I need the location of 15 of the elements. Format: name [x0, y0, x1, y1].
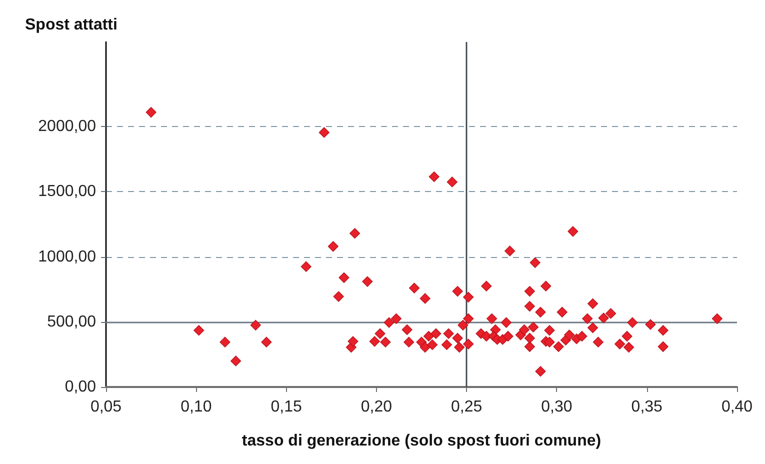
y-tick-label: 500,00 — [47, 313, 96, 330]
x-tick-label: 0,30 — [541, 398, 572, 416]
y-tick-label: 1500,00 — [38, 183, 96, 200]
x-tick-label: 0,25 — [451, 398, 482, 416]
x-tick-label: 0,10 — [180, 398, 212, 416]
y-tick-label: 2000,00 — [38, 118, 96, 136]
x-tick-label: 0,15 — [270, 398, 302, 416]
y-tick-label: 0,00 — [64, 378, 96, 396]
x-tick-label: 0,20 — [360, 398, 392, 416]
y-axis-title: Spost attatti — [25, 16, 118, 34]
y-tick-label: 1000,00 — [38, 248, 96, 266]
x-tick-label: 0,35 — [631, 398, 663, 416]
x-tick-label: 0,05 — [90, 398, 122, 416]
x-axis-title: tasso di generazione (solo spost fuori comune) — [242, 432, 602, 450]
x-tick-label: 0,40 — [721, 398, 753, 416]
